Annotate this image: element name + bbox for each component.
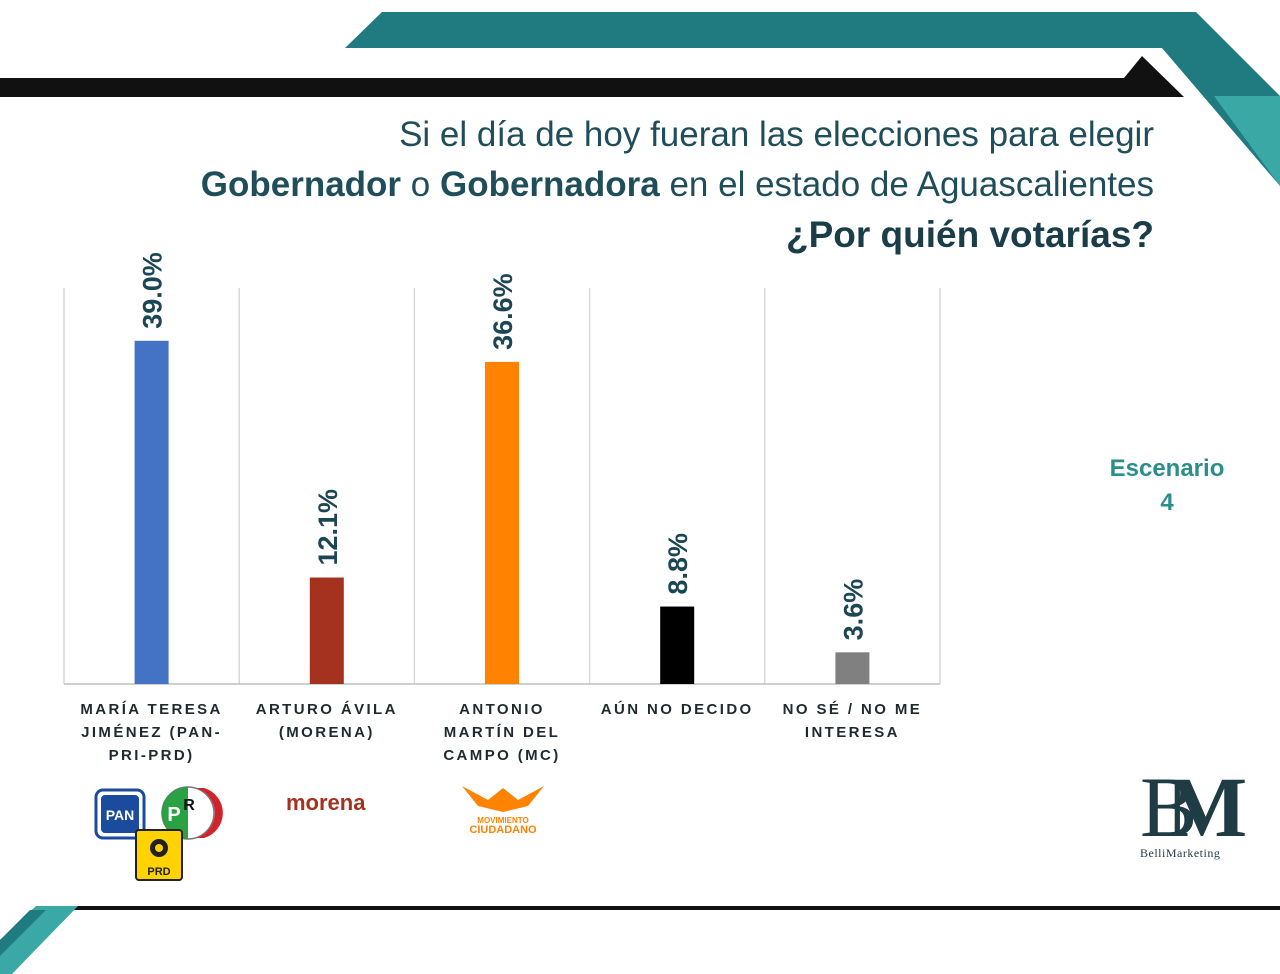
scenario-word: Escenario [1109, 455, 1225, 482]
title-question: ¿Por quién votarías? [785, 214, 1154, 255]
movimiento-ciudadano-logo: MOVIMIENTO CIUDADANO [462, 786, 544, 836]
brand-caption: BelliMarketing [1140, 846, 1221, 860]
title-line-1: Si el día de hoy fueran las elecciones p… [399, 115, 1154, 154]
header-dark-band [0, 56, 1184, 97]
mc-eagle-icon [462, 786, 544, 812]
header-teal-accent [1214, 96, 1280, 186]
bar-5 [835, 652, 870, 684]
value-label-2: 12.1% [313, 489, 343, 566]
title-gobernadora: Gobernadora [439, 165, 660, 204]
svg-text:PRD: PRD [147, 866, 170, 878]
footer-teal-stripe [0, 910, 46, 956]
footer-dark-line [40, 906, 1280, 910]
svg-text:PAN: PAN [106, 807, 135, 823]
title-gobernador: Gobernador [200, 165, 402, 204]
category-label-2: ARTURO ÁVILA (MORENA) [256, 701, 398, 741]
belli-marketing-logo: B M [1140, 759, 1247, 846]
pan-logo: PAN [94, 788, 146, 840]
svg-text:P: P [167, 804, 180, 826]
bm-monogram-b: B [1140, 759, 1197, 846]
chart-title: Si el día de hoy fueran las elecciones p… [201, 110, 1154, 260]
scenario-number: 4 [1160, 489, 1174, 516]
svg-text:I: I [203, 808, 207, 825]
value-label-4: 8.8% [663, 533, 693, 595]
category-label-1: MARÍA TERESA JIMÉNEZ (PAN-PRI-PRD) [80, 701, 222, 764]
scenario-label: Escenario 4 [1100, 452, 1234, 520]
bar-4 [660, 606, 695, 684]
bar-2 [309, 577, 344, 684]
category-label-5: NO SÉ / NO ME INTERESA [783, 701, 923, 741]
title-connector: o [401, 165, 440, 204]
svg-text:CIUDADANO: CIUDADANO [469, 824, 537, 836]
bar-1 [134, 340, 169, 684]
prd-logo: PRD [135, 829, 183, 881]
bar-3 [485, 361, 519, 684]
value-label-3: 36.6% [488, 273, 518, 350]
svg-text:R: R [183, 797, 195, 814]
morena-logo: morena [286, 790, 366, 815]
value-label-5: 3.6% [838, 579, 868, 641]
title-line-2: Gobernador o Gobernadora en el estado de… [201, 160, 1154, 210]
pan-pri-prd-logos: PAN P R I PRD [94, 786, 223, 881]
category-label-3: ANTONIO MARTÍN DEL CAMPO (MC) [443, 701, 560, 764]
value-label-1: 39.0% [138, 252, 168, 329]
pri-logo: P R I [161, 786, 223, 840]
svg-text:MOVIMIENTO: MOVIMIENTO [477, 816, 528, 825]
category-label-4: AÚN NO DECIDO [601, 700, 754, 718]
header-teal-band [345, 12, 1280, 186]
title-rest: en el estado de Aguascalientes [659, 165, 1154, 204]
bm-monogram-m: M [1166, 759, 1247, 846]
